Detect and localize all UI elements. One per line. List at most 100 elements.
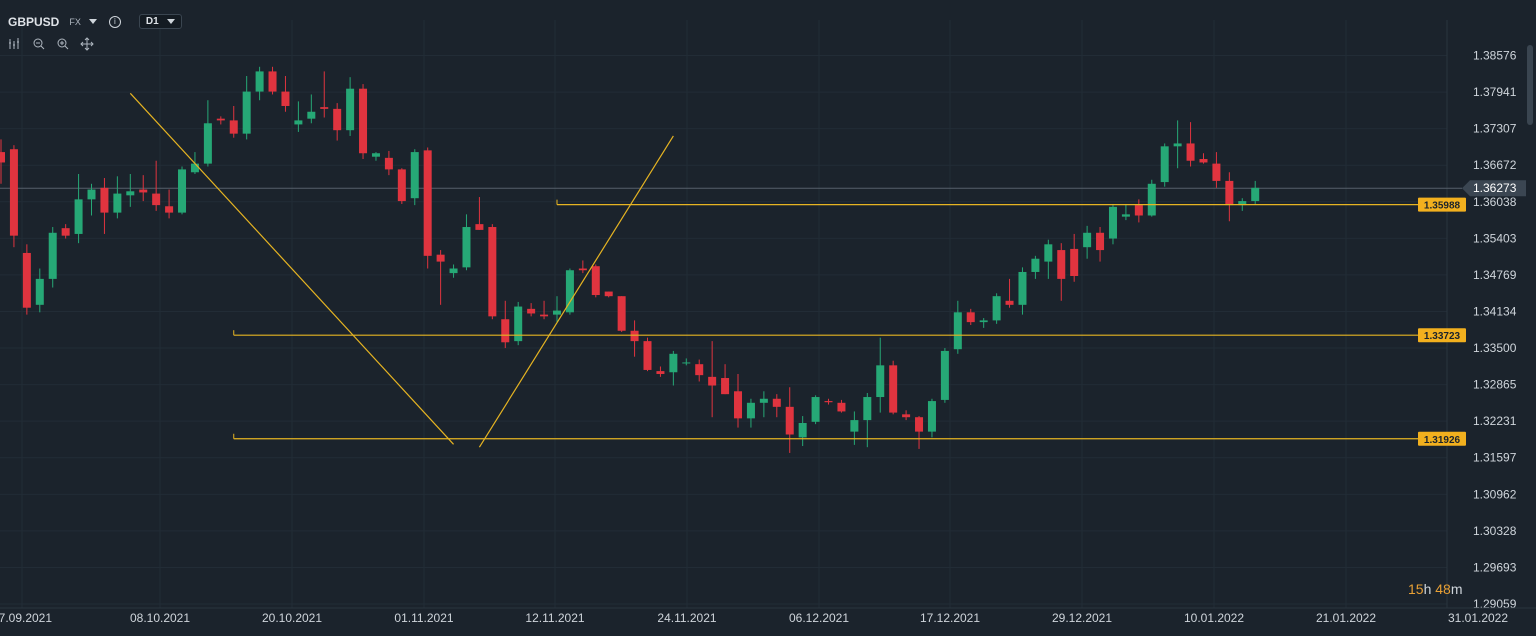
x-tick-label: 20.10.2021 [262, 611, 322, 625]
candle-down [889, 365, 898, 413]
y-tick-label: 1.36672 [1473, 158, 1517, 172]
y-tick-label: 1.34134 [1473, 305, 1517, 319]
candle-down [1134, 205, 1143, 216]
candle-down [22, 252, 31, 308]
candle-up [798, 422, 807, 438]
candle-up [48, 232, 57, 279]
candle-up [746, 402, 755, 419]
level-price-label: 1.33723 [1424, 331, 1461, 342]
y-tick-label: 1.30962 [1473, 487, 1517, 501]
current-price-label: 1.36273 [1473, 181, 1517, 195]
candle-down [100, 187, 109, 213]
candle-down [915, 417, 924, 432]
candle-down [384, 157, 393, 170]
level-price-tag [1418, 197, 1466, 212]
candle-down [902, 414, 911, 418]
candle-down [734, 391, 743, 419]
candle-down [1225, 180, 1234, 206]
chart-type-icon[interactable] [8, 37, 22, 51]
candle-down [656, 371, 665, 374]
candle-down [630, 330, 639, 342]
candle-down [617, 296, 626, 331]
y-tick-label: 1.38576 [1473, 49, 1517, 63]
zoom-out-icon[interactable] [32, 37, 46, 51]
candle-up [1108, 206, 1117, 239]
candle-down [578, 268, 587, 271]
y-tick-label: 1.37941 [1473, 85, 1517, 99]
candle-up [1251, 187, 1260, 202]
crosshair-move-icon[interactable] [80, 37, 94, 51]
candle-up [1160, 146, 1169, 183]
candle-up [126, 191, 135, 196]
y-tick-label: 1.29059 [1473, 597, 1517, 611]
candle-down [397, 169, 406, 202]
candle-up [1031, 258, 1040, 272]
candle-down [359, 88, 368, 154]
y-tick-label: 1.31597 [1473, 451, 1517, 465]
candle-down [229, 120, 238, 134]
candle-down [772, 398, 781, 407]
countdown-hours: 15 [1408, 581, 1424, 597]
candle-up [1018, 271, 1027, 305]
candle-up [113, 193, 122, 213]
candle-up [242, 91, 251, 134]
candle-down [1186, 143, 1195, 161]
candle-up [410, 152, 419, 199]
candle-down [320, 107, 329, 109]
current-price-tag [1462, 180, 1526, 197]
candle-up [203, 123, 212, 164]
candle-down [708, 376, 717, 386]
zoom-in-icon[interactable] [56, 37, 70, 51]
symbol-dropdown-icon[interactable] [88, 19, 97, 24]
candle-up [850, 420, 859, 432]
candle-up [1147, 183, 1156, 216]
candle-down [488, 227, 497, 317]
candle-up [1121, 214, 1130, 217]
candle-up [863, 397, 872, 421]
candle-up [1044, 244, 1053, 262]
candle-down [139, 189, 148, 193]
candle-up [346, 88, 355, 131]
candle-up [1083, 232, 1092, 248]
countdown-minutes: 48 [1435, 581, 1451, 597]
x-tick-label: 12.11.2021 [525, 611, 584, 625]
candle-down [0, 152, 5, 163]
x-tick-label: 17.12.2021 [920, 611, 980, 625]
candle-down [966, 312, 975, 323]
candle-down [475, 224, 484, 230]
candle-up [371, 153, 380, 157]
candle-down [423, 150, 432, 256]
timeframe-dropdown-icon [166, 19, 175, 24]
timeframe-select[interactable]: D1 [138, 14, 182, 29]
candle-up [1238, 201, 1247, 206]
chart-header: GBPUSD FX i D1 [8, 14, 182, 29]
trend-line [129, 92, 454, 445]
candle-down [527, 308, 536, 314]
symbol-label[interactable]: GBPUSD [8, 14, 60, 29]
y-tick-label: 1.35403 [1473, 231, 1517, 245]
x-tick-label: 01.11.2021 [394, 611, 453, 625]
candle-down [281, 91, 290, 106]
countdown-h: h [1423, 581, 1432, 597]
candle-up [1173, 143, 1182, 147]
info-icon[interactable]: i [108, 15, 121, 28]
candle-down [643, 341, 652, 370]
candle-down [695, 364, 704, 376]
candle-down [1005, 300, 1014, 305]
price-scrollbar[interactable] [1527, 45, 1533, 125]
candle-up [992, 296, 1001, 321]
candle-up [940, 350, 949, 400]
candle-down [216, 118, 225, 121]
candle-up [35, 278, 44, 305]
candle-down [1199, 159, 1208, 163]
candle-down [61, 228, 70, 236]
candle-up [514, 306, 523, 342]
candle-up [294, 120, 303, 125]
candle-down [165, 206, 174, 213]
candle-up [552, 310, 561, 315]
candle-down [837, 402, 846, 412]
candle-up [669, 353, 678, 373]
candle-up [74, 199, 83, 234]
candle-up [178, 169, 187, 213]
